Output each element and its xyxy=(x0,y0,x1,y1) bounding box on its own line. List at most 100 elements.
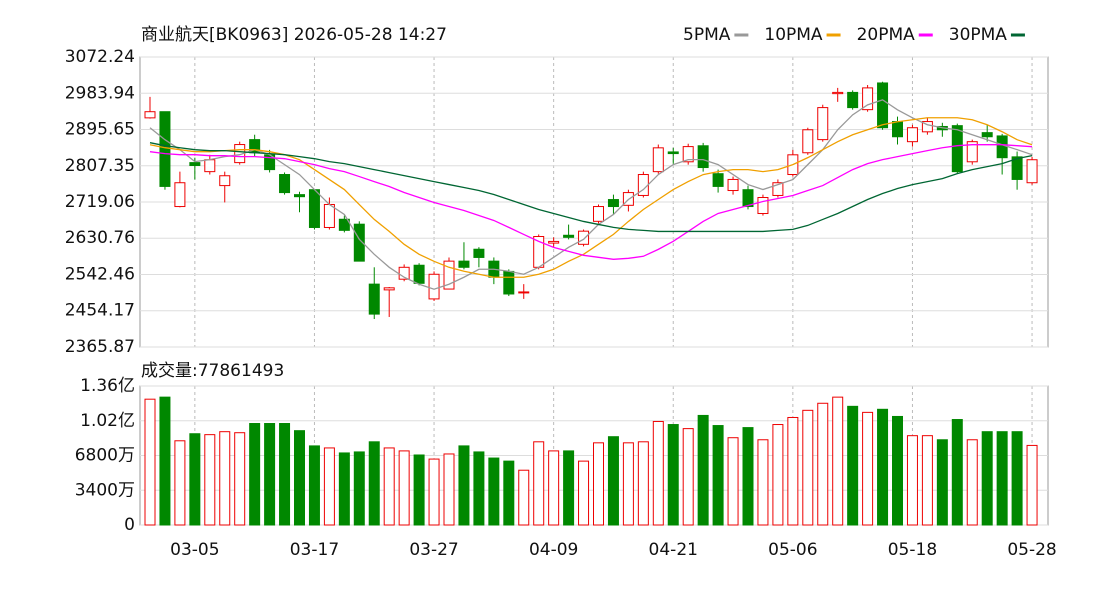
candle-body xyxy=(383,287,395,291)
volume-bar xyxy=(667,424,679,526)
volume-bar xyxy=(234,432,246,526)
candle-body xyxy=(772,182,784,196)
x-tick-label: 05-28 xyxy=(1007,540,1056,560)
x-tick-label: 05-06 xyxy=(768,540,817,560)
legend-label: 5PMA xyxy=(683,25,731,45)
candle-body xyxy=(727,178,739,192)
volume-bar xyxy=(817,402,829,526)
volume-bar xyxy=(249,423,261,526)
y-tick-label: 3400万 xyxy=(75,480,135,500)
candle-body xyxy=(817,107,829,141)
volume-bar xyxy=(832,396,844,526)
volume-bar xyxy=(443,453,455,526)
candle-body xyxy=(697,145,709,169)
volume-title: 成交量:77861493 xyxy=(141,361,284,381)
volume-bar xyxy=(593,442,604,526)
y-tick-label: 1.36亿 xyxy=(80,376,135,396)
candle-body xyxy=(294,194,305,198)
candle-body xyxy=(428,273,440,300)
volume-bar xyxy=(353,451,365,526)
candle-body xyxy=(204,159,216,173)
volume-bar xyxy=(428,458,440,526)
candle-body xyxy=(996,135,1008,159)
volume-bar xyxy=(294,430,305,526)
candle-body xyxy=(877,82,889,129)
volume-bar xyxy=(682,428,694,526)
candle-body xyxy=(503,270,515,295)
ma-line xyxy=(149,144,1033,260)
candle-body xyxy=(757,197,769,215)
candle-body xyxy=(338,218,350,231)
volume-bar xyxy=(578,460,590,526)
volume-bar xyxy=(174,440,186,526)
y-tick-label: 1.02亿 xyxy=(80,411,135,431)
candle-body xyxy=(578,230,590,245)
ma-line xyxy=(149,99,1033,290)
volume-bar xyxy=(279,423,291,526)
chart-title: 商业航天[BK0963] 2026-05-28 14:27 xyxy=(141,25,447,45)
y-tick-label: 2719.06 xyxy=(65,192,135,212)
candle-body xyxy=(966,141,978,163)
candle-body xyxy=(443,260,455,290)
legend-label: 10PMA xyxy=(764,25,823,45)
candle-body xyxy=(667,151,679,155)
x-tick-label: 04-09 xyxy=(529,540,578,560)
volume-bar xyxy=(862,411,874,526)
candle-body xyxy=(279,174,291,194)
volume-bar xyxy=(847,405,859,526)
volume-bar xyxy=(204,434,216,526)
volume-bar xyxy=(877,408,889,526)
volume-bar xyxy=(787,416,799,526)
y-tick-label: 2895.65 xyxy=(65,119,135,139)
volume-bar xyxy=(219,431,231,526)
volume-bar xyxy=(563,450,575,526)
volume-bar xyxy=(323,447,335,526)
x-tick-label: 03-27 xyxy=(409,540,458,560)
volume-bar xyxy=(159,396,171,526)
volume-bar xyxy=(936,439,948,526)
legend-label: 30PMA xyxy=(949,25,1008,45)
candle-body xyxy=(921,121,933,133)
volume-bar xyxy=(338,452,350,526)
candle-body xyxy=(413,264,425,284)
volume-bar xyxy=(383,447,395,526)
candle-body xyxy=(144,111,156,119)
candle-body xyxy=(682,146,694,163)
candle-body xyxy=(802,129,814,154)
ma-line xyxy=(149,142,1033,233)
volume-label: 成交量: xyxy=(141,361,198,381)
volume-bar xyxy=(906,435,918,526)
volume-bar xyxy=(533,441,545,526)
candle-body xyxy=(862,87,874,111)
candle-body xyxy=(563,234,575,238)
candle-body xyxy=(219,175,231,187)
volume-bar xyxy=(981,431,993,526)
volume-bar xyxy=(727,437,739,526)
candle-body xyxy=(951,125,963,173)
volume-bar xyxy=(368,441,380,526)
volume-bar xyxy=(996,431,1008,526)
x-tick-label: 04-21 xyxy=(649,540,698,560)
candle-body xyxy=(458,260,470,268)
x-tick-label: 03-17 xyxy=(290,540,339,560)
volume-bar xyxy=(1026,444,1038,526)
volume-bar xyxy=(1011,431,1023,526)
y-tick-label: 2454.17 xyxy=(65,301,135,321)
candle-body xyxy=(607,199,619,208)
candle-body xyxy=(368,283,380,315)
volume-bar xyxy=(637,441,649,526)
volume-bar xyxy=(921,435,933,526)
volume-bar xyxy=(458,445,470,526)
ma-line xyxy=(149,117,1033,278)
candle-body xyxy=(159,111,171,187)
volume-bar xyxy=(712,425,724,526)
volume-bar xyxy=(742,427,754,526)
candle-body xyxy=(323,203,335,228)
candle-body xyxy=(518,291,530,294)
y-tick-label: 0 xyxy=(124,515,135,535)
candle-body xyxy=(308,189,320,228)
y-tick-label: 2365.87 xyxy=(65,337,135,357)
volume-bar xyxy=(697,414,709,526)
candle-body xyxy=(174,182,186,208)
